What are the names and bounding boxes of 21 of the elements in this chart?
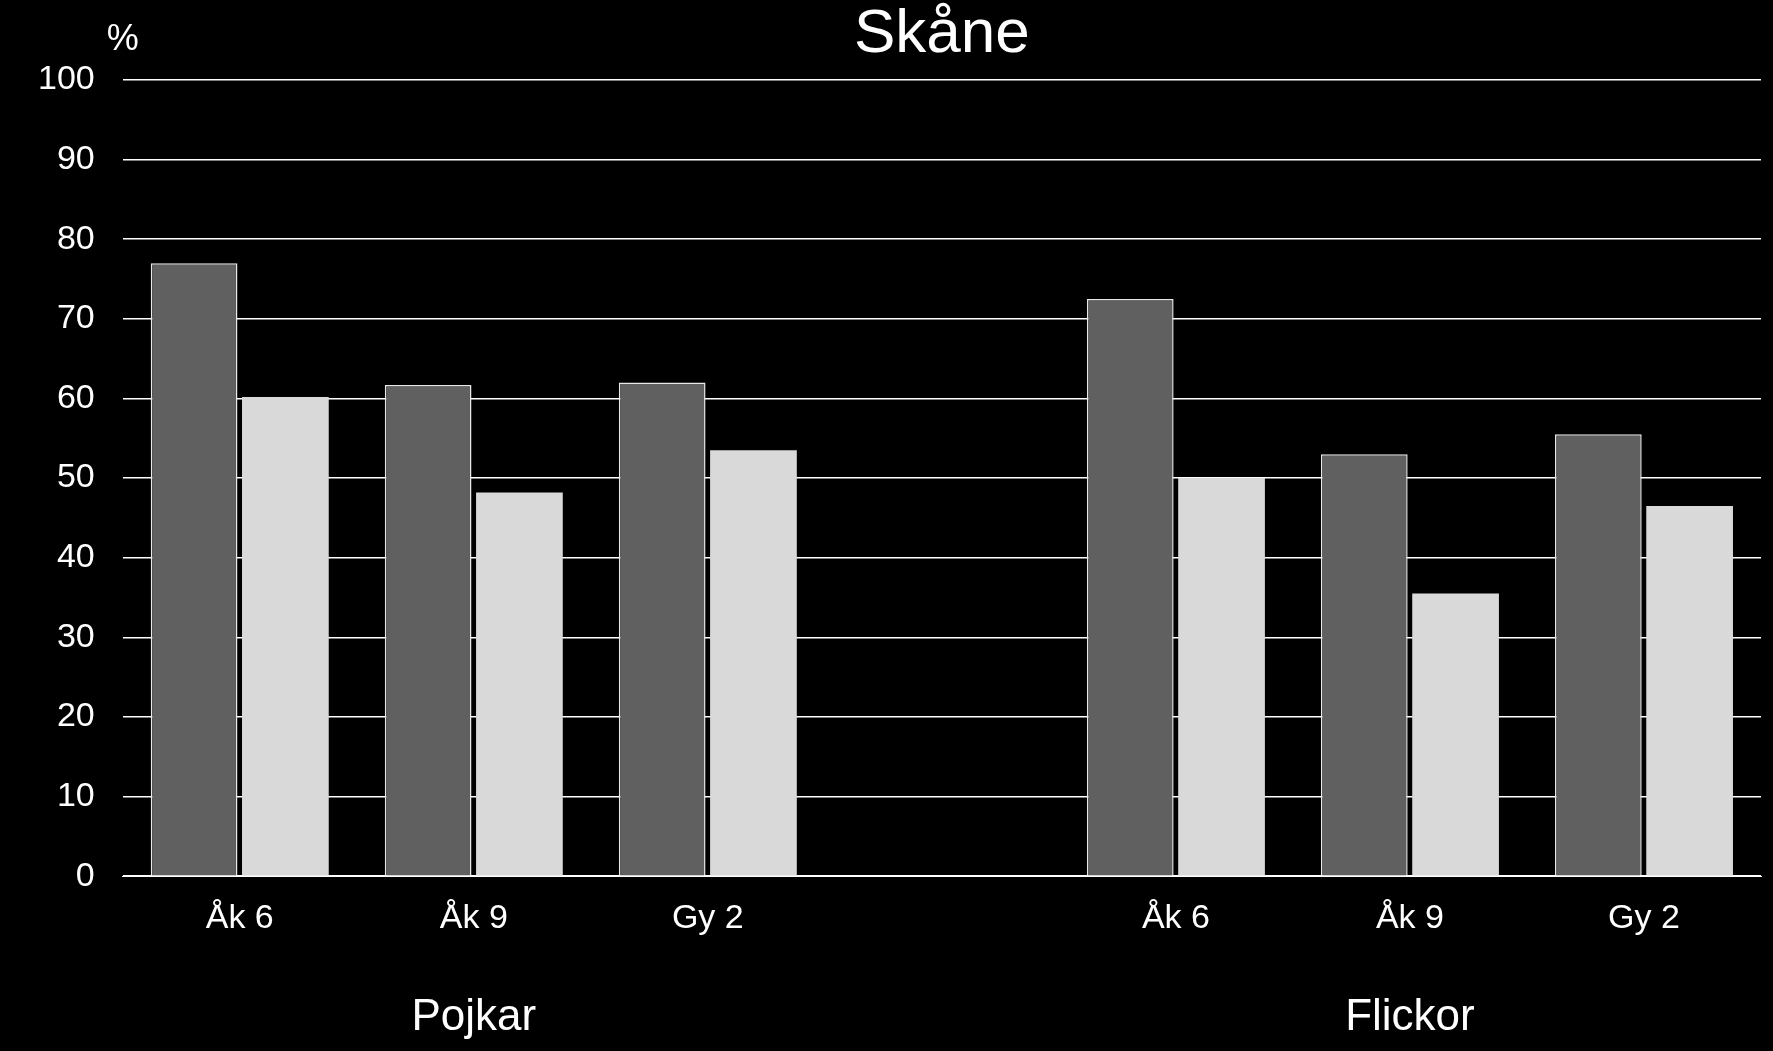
y-tick-label: 0 (75, 854, 95, 893)
y-tick-label: 60 (56, 376, 95, 415)
x-tick-label: Gy 2 (671, 896, 744, 935)
y-tick-label: 40 (56, 536, 95, 575)
chart-title: Skåne (853, 0, 1030, 66)
y-tick-label: 80 (56, 217, 95, 256)
x-tick-label: Åk 6 (205, 896, 274, 935)
y-tick-label: 10 (56, 774, 95, 813)
x-tick-label: Åk 6 (1141, 896, 1210, 935)
text: Flickor (1345, 990, 1475, 1040)
x-tick-label: Gy 2 (1608, 896, 1680, 935)
y-tick-label: 90 (56, 137, 95, 176)
text: Pojkar (411, 990, 537, 1040)
x-tick-label: Åk 9 (1375, 896, 1444, 935)
y-tick-label: 20 (56, 695, 95, 734)
y-tick-label: 30 (56, 615, 95, 654)
y-axis-title: % (106, 16, 139, 58)
x-tick-label: Åk 9 (439, 896, 508, 935)
y-tick-label: 100 (37, 58, 95, 97)
y-tick-label: 50 (56, 456, 95, 495)
y-tick-label: 70 (56, 297, 95, 336)
